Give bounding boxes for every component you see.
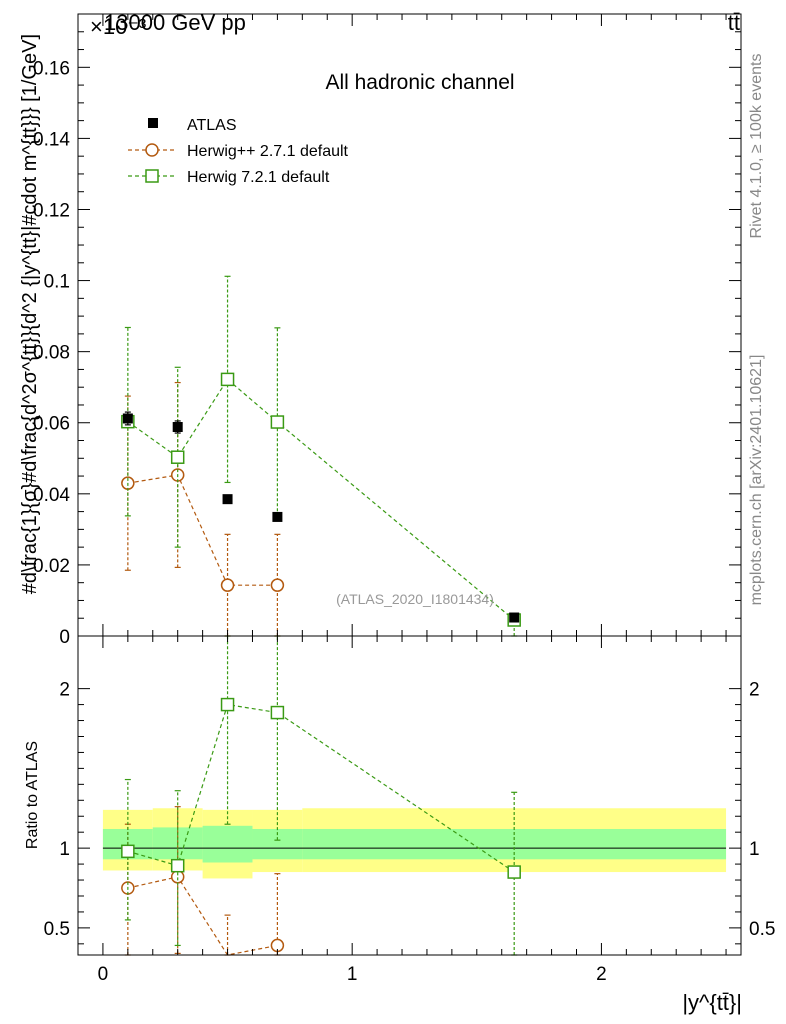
- top-y-tick-label: 0.16: [33, 58, 70, 79]
- atlas-point: [172, 422, 183, 433]
- rivet-version-label: Rivet 4.1.0, ≥ 100k events: [748, 54, 765, 239]
- top-y-tick-label: 0.02: [33, 556, 70, 577]
- ratio-herwig7-point: [270, 705, 285, 720]
- herwig7-point: [270, 415, 285, 429]
- top-y-tick-label: 0.14: [33, 129, 70, 150]
- top-y-axis-title: #d\frac{1}{σ}#d\frac{d^2σ^{tt}}{d^2 {|y^…: [19, 34, 41, 594]
- atlas-point: [509, 612, 520, 623]
- legend-herwig2-label: Herwig++ 2.7.1 default: [187, 143, 349, 160]
- plot-frames: [77, 13, 742, 956]
- herwig7-point: [170, 450, 185, 464]
- legend-herwig7-label: Herwig 7.2.1 default: [187, 169, 330, 186]
- x-tick-label: 1: [347, 964, 358, 985]
- ratio-y-tick-label: 2: [59, 680, 70, 701]
- ratio-y-tick-label-right: 1: [749, 839, 760, 860]
- analysis-watermark: (ATLAS_2020_I1801434): [336, 591, 494, 607]
- legend-herwig7-marker: [145, 169, 159, 183]
- process-label: tt̄: [728, 10, 740, 35]
- ratio-herwig7-point: [121, 844, 135, 859]
- top-y-tick-label: 0.06: [33, 414, 70, 435]
- top-y-tick-label: 0.04: [33, 485, 70, 506]
- ratio-plot-area: [102, 808, 727, 879]
- atlas-point: [222, 494, 233, 505]
- x-tick-label: 2: [596, 964, 607, 985]
- herwig2-point: [220, 578, 235, 592]
- top-y-tick-label: 0.12: [33, 200, 70, 221]
- ratio-herwig7-point: [170, 858, 185, 873]
- ratio-y-tick-label-right: 2: [749, 680, 760, 701]
- chart-title: All hadronic channel: [325, 71, 514, 94]
- herwig2-line: [127, 474, 278, 586]
- atlas-point: [122, 413, 133, 424]
- x-tick-label: 0: [98, 964, 109, 985]
- atlas-point: [272, 511, 283, 522]
- mcplots-source-label: mcplots.cern.ch [arXiv:2401.10621]: [748, 355, 765, 606]
- herwig2-point: [270, 578, 285, 592]
- ratio-y-tick-label: 0.5: [44, 919, 70, 940]
- ratio-band-inner: [202, 825, 253, 863]
- x-axis-title: |y^{tt̄}|: [682, 990, 742, 1015]
- ratio-y-tick-label-right: 0.5: [749, 919, 775, 940]
- axis-ticks: 0 0.02 0.04 0.06 0.08 0.1 0.12 0.14 0.16 0 1 2 0.5 0.…: [33, 13, 775, 985]
- energy-label: 13000 GeV pp: [104, 10, 246, 35]
- exponent-label: ×10⁻³: [90, 14, 146, 39]
- legend-atlas-label: ATLAS: [187, 117, 237, 134]
- legend: ATLAS Herwig++ 2.7.1 default Herwig 7.2.…: [128, 117, 349, 186]
- legend-atlas-marker: [148, 118, 158, 128]
- ratio-herwig2-line: [127, 876, 278, 956]
- ratio-herwig7-point: [220, 697, 235, 712]
- herwig7-line: [127, 378, 515, 621]
- top-y-tick-label: 0.1: [44, 272, 70, 293]
- ratio-herwig7-point: [507, 865, 521, 879]
- chart-marks: [121, 275, 521, 956]
- legend-herwig2-marker: [145, 143, 159, 157]
- ratio-y-tick-label: 1: [59, 839, 70, 860]
- top-y-tick-label: 0.08: [33, 343, 70, 364]
- herwig7-point: [220, 372, 235, 387]
- top-y-tick-label: 0: [59, 627, 70, 648]
- ratio-frame: [77, 635, 742, 956]
- ratio-y-axis-title: Ratio to ATLAS: [24, 741, 41, 849]
- top-frame: [77, 13, 742, 637]
